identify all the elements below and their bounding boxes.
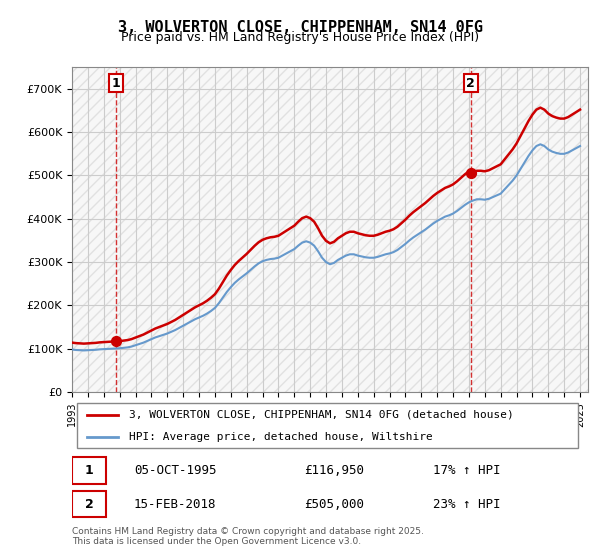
Point [466,169,476,178]
Text: Price paid vs. HM Land Registry's House Price Index (HPI): Price paid vs. HM Land Registry's House … [121,31,479,44]
FancyBboxPatch shape [77,403,578,448]
Text: 15-FEB-2018: 15-FEB-2018 [134,497,217,511]
Text: 17% ↑ HPI: 17% ↑ HPI [433,464,500,477]
Text: 05-OCT-1995: 05-OCT-1995 [134,464,217,477]
Text: 2: 2 [466,77,475,90]
Text: HPI: Average price, detached house, Wiltshire: HPI: Average price, detached house, Wilt… [129,432,433,442]
Text: £116,950: £116,950 [304,464,364,477]
Text: 1: 1 [111,77,120,90]
Point [111,337,121,346]
Text: Contains HM Land Registry data © Crown copyright and database right 2025.
This d: Contains HM Land Registry data © Crown c… [72,526,424,546]
Text: 3, WOLVERTON CLOSE, CHIPPENHAM, SN14 0FG: 3, WOLVERTON CLOSE, CHIPPENHAM, SN14 0FG [118,20,482,35]
Text: 1: 1 [85,464,94,477]
FancyBboxPatch shape [72,457,106,484]
FancyBboxPatch shape [72,491,106,517]
Text: 3, WOLVERTON CLOSE, CHIPPENHAM, SN14 0FG (detached house): 3, WOLVERTON CLOSE, CHIPPENHAM, SN14 0FG… [129,409,514,419]
Text: £505,000: £505,000 [304,497,364,511]
Text: 2: 2 [85,497,94,511]
Text: 23% ↑ HPI: 23% ↑ HPI [433,497,500,511]
